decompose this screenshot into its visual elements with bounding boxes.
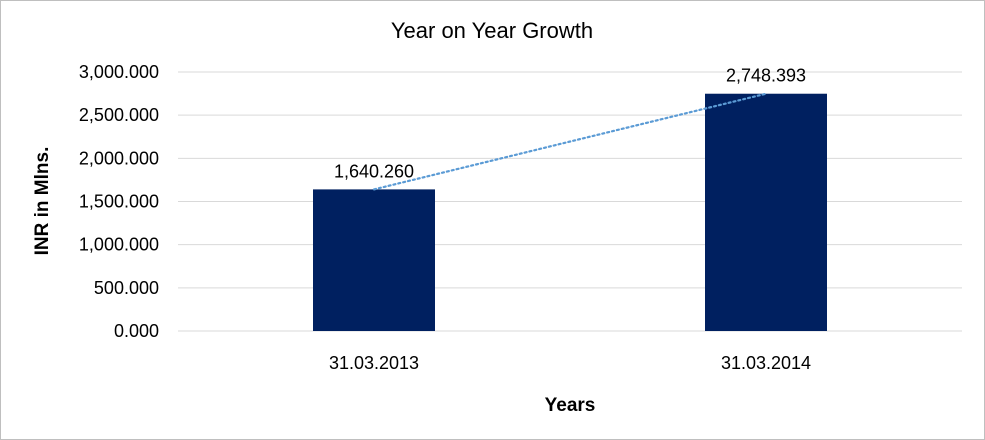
y-tick-label: 1,500.000 xyxy=(79,192,159,212)
x-axis-ticks: 31.03.2013 31.03.2014 xyxy=(329,353,811,373)
x-axis-title: Years xyxy=(545,395,596,416)
y-tick-label: 3,000.000 xyxy=(79,62,159,82)
y-tick-label: 500.000 xyxy=(94,278,159,298)
data-label: 2,748.393 xyxy=(726,66,806,86)
y-tick-label: 2,500.000 xyxy=(79,105,159,125)
bar xyxy=(313,189,435,331)
x-tick-label: 31.03.2013 xyxy=(329,353,419,373)
y-axis-ticks: 0.000 500.000 1,000.000 1,500.000 2,000.000 2… xyxy=(79,62,159,341)
y-tick-label: 2,000.000 xyxy=(79,148,159,168)
y-tick-label: 0.000 xyxy=(114,321,159,341)
trendline xyxy=(372,92,768,191)
gridlines xyxy=(178,71,962,332)
y-axis-title: INR in Mlns. xyxy=(32,147,53,256)
trendline-group xyxy=(372,92,768,191)
y-tick-label: 1,000.000 xyxy=(79,235,159,255)
bars xyxy=(313,93,827,331)
bar xyxy=(705,93,827,331)
data-label: 1,640.260 xyxy=(334,161,414,181)
x-tick-label: 31.03.2014 xyxy=(721,353,811,373)
chart-title: Year on Year Growth xyxy=(391,18,593,43)
data-labels: 1,640.260 2,748.393 xyxy=(334,66,806,182)
